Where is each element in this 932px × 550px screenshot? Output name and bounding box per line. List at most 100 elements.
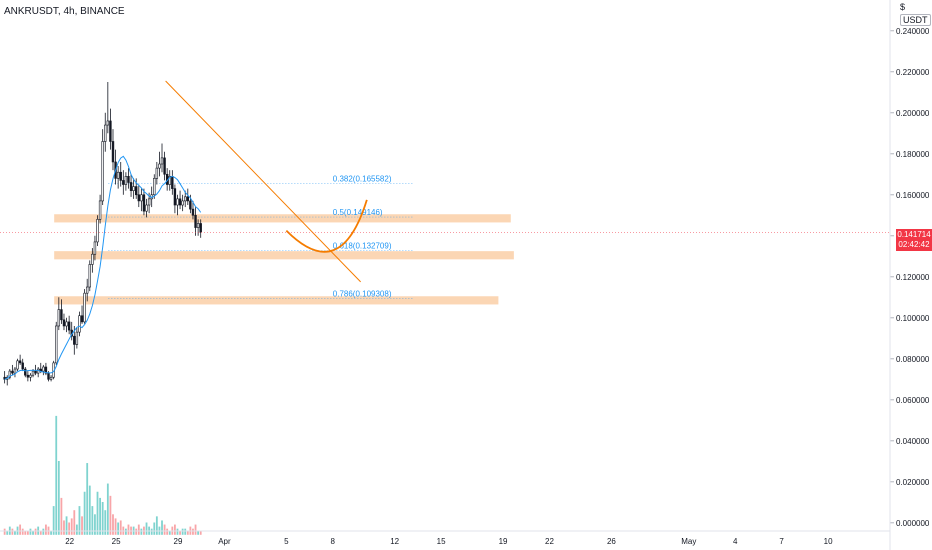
candle-body (93, 241, 97, 255)
time-tick-label: 15 (437, 537, 446, 546)
volume-bar (45, 524, 47, 535)
price-tick-label: 0.200000 (896, 109, 930, 118)
candle-body (184, 196, 187, 202)
projection-curve (285, 199, 368, 253)
candle-body (168, 176, 171, 185)
currency-selector[interactable]: $ USDT (900, 2, 931, 26)
candle-body (18, 360, 22, 364)
volume-bar (166, 528, 169, 535)
volume-bar (60, 497, 63, 535)
volume-bar (29, 528, 32, 535)
candle-body (132, 186, 135, 191)
candle-body (145, 204, 148, 212)
candle-body (42, 366, 45, 372)
candle-body (75, 331, 79, 345)
price-tick-label: 0.180000 (896, 150, 930, 159)
volume-bar (117, 522, 120, 535)
volume-bar (26, 530, 29, 535)
volume-bar (161, 520, 163, 535)
candle-body (191, 208, 195, 216)
volume-bar (112, 514, 114, 535)
volume-bar (14, 530, 16, 535)
moving-average (4, 155, 202, 380)
candle-body (62, 319, 66, 327)
fib-level-label: 0.618(0.132709) (333, 242, 392, 251)
time-tick-label: 26 (607, 537, 616, 546)
candle-body (21, 362, 24, 370)
price-tick-label: 0.160000 (896, 191, 930, 200)
bar-countdown: 02:42:42 (898, 240, 930, 249)
candle-body (57, 309, 61, 327)
candle-body (158, 163, 161, 169)
volume-bar (39, 530, 42, 535)
volume-bar (32, 530, 34, 535)
volume-bar (75, 524, 78, 535)
candle-body (116, 171, 120, 179)
time-tick-label: 8 (331, 537, 336, 546)
candle-body (173, 188, 177, 206)
price-tick-label: 0.080000 (896, 355, 930, 364)
volume-bar (73, 510, 76, 535)
volume-bar (150, 528, 153, 535)
candlesticks (3, 82, 202, 386)
volume-bar (83, 491, 86, 535)
time-tick-label: 19 (499, 537, 508, 546)
volume-bar (192, 528, 194, 535)
price-tick-label: 0.100000 (896, 314, 930, 323)
volume-bar (96, 491, 99, 535)
volume-bar (34, 528, 37, 535)
fib-level-label: 0.382(0.165582) (333, 174, 392, 183)
candle-body (137, 194, 140, 202)
volume-bar (119, 520, 122, 535)
chart-title: ANKRUSDT, 4h, BINANCE (4, 6, 125, 17)
volume-bar (21, 528, 24, 535)
currency-letter: $ (900, 2, 906, 12)
candle-body (91, 253, 94, 265)
candle-body (155, 167, 159, 179)
volume-bar (197, 530, 200, 535)
price-tick-label: 0.000000 (896, 519, 930, 528)
price-tick-label: 0.240000 (896, 27, 930, 36)
candle-body (80, 315, 84, 323)
volume-bar (24, 530, 27, 535)
candle-body (129, 182, 133, 191)
candle-body (96, 219, 99, 243)
volume-bar (42, 528, 45, 535)
candle-body (196, 223, 200, 228)
price-tick-label: 0.040000 (896, 437, 930, 446)
time-tick-label: 12 (390, 537, 399, 546)
support-zone (54, 251, 514, 260)
volume-bar (86, 463, 89, 535)
candle-body (122, 180, 125, 185)
volume-bar (104, 510, 107, 535)
price-tick-label: 0.220000 (896, 68, 930, 77)
time-tick-label: 4 (733, 537, 738, 546)
volume-bar (11, 528, 14, 535)
volume-bar (140, 528, 143, 535)
volume-bar (176, 528, 179, 535)
candle-body (194, 214, 197, 228)
volume-bar (179, 530, 181, 535)
volume-bar (50, 530, 52, 535)
volume-bar (145, 522, 148, 535)
volume-bar (153, 522, 156, 535)
candle-body (171, 176, 174, 189)
candle-body (11, 370, 14, 374)
candle-body (142, 194, 146, 212)
candle-body (189, 200, 192, 210)
candle-body (106, 120, 110, 126)
drawings (165, 80, 368, 283)
time-tick-label: 25 (112, 537, 121, 546)
time-tick-label: 10 (824, 537, 833, 546)
candle-body (67, 321, 71, 331)
volume-bar (174, 524, 176, 535)
candle-body (181, 200, 184, 206)
ma-line (4, 155, 202, 380)
price-tick-label: 0.060000 (896, 396, 930, 405)
fibonacci-levels: 0.382(0.165582) 0.5(0.149146) 0.618(0.1327… (108, 174, 414, 299)
volume-bar (186, 530, 189, 535)
fib-level-label: 0.5(0.149146) (333, 208, 383, 217)
price-tick-label: 0.020000 (896, 478, 930, 487)
candle-body (153, 178, 156, 196)
